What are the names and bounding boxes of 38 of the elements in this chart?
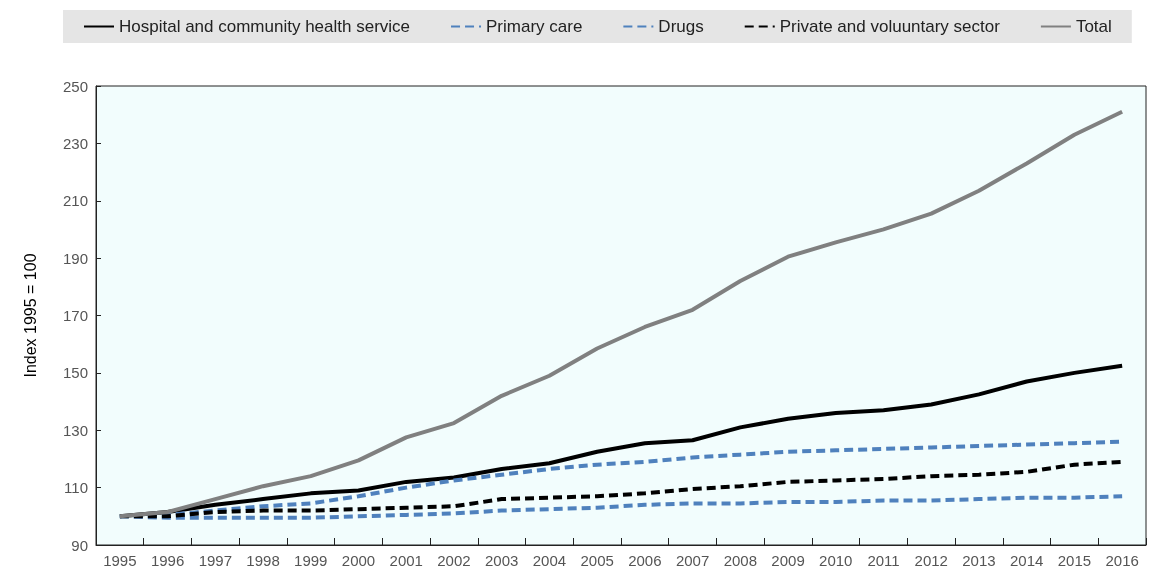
legend-label: Private and voluuntary sector (779, 17, 1001, 36)
x-tick-label: 2006 (628, 552, 662, 569)
x-tick-label: 2004 (532, 552, 567, 569)
x-tick-label: 2010 (819, 552, 853, 569)
x-tick-label: 2015 (1057, 552, 1092, 569)
x-tick-label: 1996 (150, 552, 185, 569)
legend-label: Primary care (486, 17, 583, 36)
x-tick-label: 2007 (675, 552, 710, 569)
x-tick-label: 2005 (580, 552, 614, 569)
y-tick-label: 150 (62, 364, 88, 382)
x-tick-label: 1997 (198, 552, 233, 569)
y-tick-label: 190 (62, 249, 88, 267)
legend-label: Hospital and community health service (119, 17, 411, 36)
x-tick-label: 1995 (103, 552, 137, 569)
x-tick-label: 2016 (1105, 552, 1139, 569)
x-tick-label: 2001 (389, 552, 423, 569)
x-tick-label: 2002 (437, 552, 471, 569)
x-tick-label: 2011 (867, 552, 900, 569)
y-tick-label: 210 (62, 192, 88, 210)
x-tick-label: 2013 (962, 552, 996, 569)
y-tick-label: 170 (62, 307, 88, 324)
line-series (117, 109, 1125, 519)
x-tick-label: 2012 (914, 552, 948, 569)
x-tick-label: 2014 (1009, 552, 1044, 569)
x-tick-label: 2009 (771, 552, 805, 569)
y-tick-label: 230 (62, 134, 88, 152)
y-axis-title: Index 1995 = 100 (21, 253, 39, 378)
legend-label: Drugs (658, 17, 704, 36)
y-tick-label: 130 (62, 421, 88, 439)
x-tick-label: 2000 (341, 552, 376, 569)
x-tick-label: 1998 (246, 552, 280, 569)
y-tick-label: 90 (71, 536, 88, 554)
x-tick-label: 2003 (484, 552, 519, 569)
legend-label: Total (1075, 17, 1112, 36)
x-tick-label: 1999 (294, 552, 328, 569)
y-tick-label: 110 (64, 479, 88, 497)
y-tick-label: 250 (62, 77, 88, 95)
x-tick-label: 2008 (723, 552, 758, 569)
